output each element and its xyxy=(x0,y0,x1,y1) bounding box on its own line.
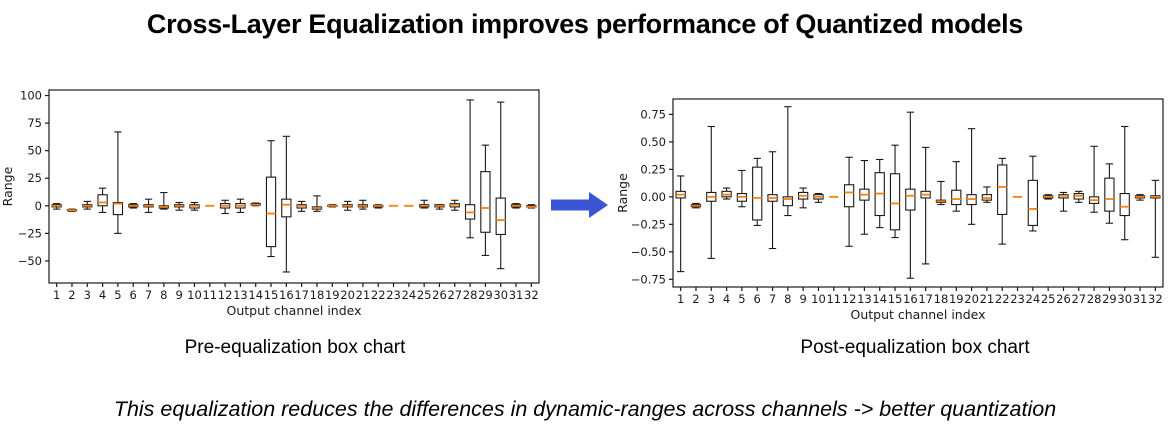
caption-pre-chart: Pre-equalization box chart xyxy=(184,337,406,358)
svg-text:14: 14 xyxy=(872,292,887,306)
svg-text:−0.75: −0.75 xyxy=(631,272,666,286)
svg-text:21: 21 xyxy=(980,292,995,306)
svg-text:29: 29 xyxy=(1102,292,1117,306)
svg-text:25: 25 xyxy=(1041,292,1056,306)
svg-text:29: 29 xyxy=(478,288,493,302)
svg-text:31: 31 xyxy=(509,288,524,302)
svg-text:25: 25 xyxy=(417,288,432,302)
svg-text:32: 32 xyxy=(524,288,539,302)
svg-text:4: 4 xyxy=(99,288,106,302)
svg-text:20: 20 xyxy=(964,292,979,306)
right-arrow-icon xyxy=(551,192,608,218)
svg-text:10: 10 xyxy=(811,292,826,306)
svg-text:−50: −50 xyxy=(18,254,42,268)
svg-text:19: 19 xyxy=(949,292,964,306)
svg-text:5: 5 xyxy=(738,292,745,306)
svg-text:6: 6 xyxy=(754,292,761,306)
svg-text:5: 5 xyxy=(114,288,121,302)
svg-text:9: 9 xyxy=(799,292,806,306)
svg-text:0: 0 xyxy=(35,199,42,213)
svg-text:19: 19 xyxy=(325,288,340,302)
caption-post-chart: Post-equalization box chart xyxy=(800,337,1030,358)
svg-text:−0.25: −0.25 xyxy=(631,217,666,231)
svg-text:4: 4 xyxy=(723,292,730,306)
svg-text:7: 7 xyxy=(769,292,776,306)
svg-text:26: 26 xyxy=(1056,292,1071,306)
svg-text:2: 2 xyxy=(692,292,699,306)
svg-text:23: 23 xyxy=(1010,292,1025,306)
svg-text:15: 15 xyxy=(264,288,279,302)
svg-text:14: 14 xyxy=(248,288,263,302)
svg-text:28: 28 xyxy=(463,288,478,302)
svg-text:0.50: 0.50 xyxy=(640,135,666,149)
svg-text:8: 8 xyxy=(784,292,791,306)
svg-text:Range: Range xyxy=(615,173,630,213)
svg-text:3: 3 xyxy=(708,292,715,306)
svg-text:18: 18 xyxy=(934,292,949,306)
figure-bottom-note: This equalization reduces the difference… xyxy=(113,397,1057,421)
svg-text:15: 15 xyxy=(888,292,903,306)
svg-text:0.75: 0.75 xyxy=(640,107,666,121)
svg-text:1: 1 xyxy=(53,288,60,302)
svg-text:7: 7 xyxy=(145,288,152,302)
svg-text:22: 22 xyxy=(995,292,1010,306)
svg-text:13: 13 xyxy=(857,292,872,306)
svg-text:11: 11 xyxy=(202,288,217,302)
svg-text:16: 16 xyxy=(279,288,294,302)
svg-text:30: 30 xyxy=(493,288,508,302)
svg-text:17: 17 xyxy=(918,292,933,306)
svg-text:0.00: 0.00 xyxy=(640,190,666,204)
svg-text:Range: Range xyxy=(0,166,15,206)
svg-text:28: 28 xyxy=(1087,292,1102,306)
svg-text:3: 3 xyxy=(84,288,91,302)
svg-text:−25: −25 xyxy=(18,226,42,240)
svg-text:11: 11 xyxy=(826,292,841,306)
svg-text:0.25: 0.25 xyxy=(640,162,666,176)
svg-text:12: 12 xyxy=(218,288,233,302)
svg-text:31: 31 xyxy=(1133,292,1148,306)
svg-text:6: 6 xyxy=(130,288,137,302)
svg-text:20: 20 xyxy=(340,288,355,302)
svg-text:1: 1 xyxy=(677,292,684,306)
svg-text:26: 26 xyxy=(432,288,447,302)
svg-text:50: 50 xyxy=(27,144,42,158)
figure-title: Cross-Layer Equalization improves perfor… xyxy=(146,9,1024,39)
svg-text:75: 75 xyxy=(27,116,42,130)
svg-text:Output channel index: Output channel index xyxy=(226,303,361,318)
svg-text:16: 16 xyxy=(903,292,918,306)
svg-text:17: 17 xyxy=(294,288,309,302)
svg-text:23: 23 xyxy=(386,288,401,302)
svg-text:Output channel index: Output channel index xyxy=(850,307,985,322)
svg-text:22: 22 xyxy=(371,288,386,302)
svg-text:10: 10 xyxy=(187,288,202,302)
svg-text:24: 24 xyxy=(402,288,417,302)
svg-text:8: 8 xyxy=(160,288,167,302)
svg-text:18: 18 xyxy=(310,288,325,302)
svg-text:25: 25 xyxy=(27,171,42,185)
svg-text:24: 24 xyxy=(1026,292,1041,306)
svg-text:12: 12 xyxy=(842,292,857,306)
svg-text:2: 2 xyxy=(68,288,75,302)
svg-text:−0.50: −0.50 xyxy=(631,245,666,259)
svg-text:21: 21 xyxy=(356,288,371,302)
svg-text:100: 100 xyxy=(20,89,42,103)
svg-text:13: 13 xyxy=(233,288,248,302)
svg-text:9: 9 xyxy=(175,288,182,302)
svg-text:27: 27 xyxy=(1071,292,1086,306)
svg-text:30: 30 xyxy=(1117,292,1132,306)
svg-text:27: 27 xyxy=(447,288,462,302)
transform-arrow xyxy=(551,191,609,219)
svg-text:32: 32 xyxy=(1148,292,1163,306)
